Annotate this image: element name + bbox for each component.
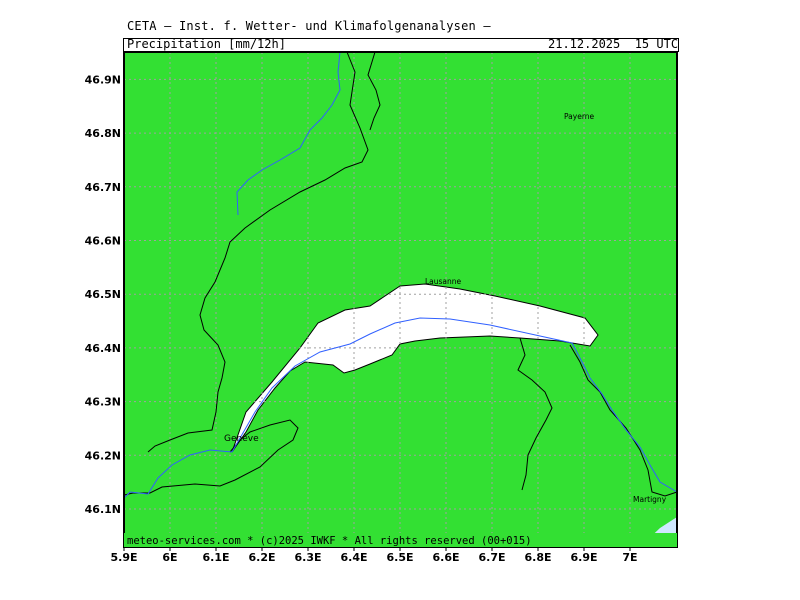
latitude-axis: 46.1N 46.2N 46.3N 46.4N 46.5N 46.6N 46.7N 46.8N… (85, 73, 121, 516)
city-label-geneve: Genève (224, 433, 259, 444)
city-label-payerne: Payerne (564, 112, 595, 121)
lon-tick-label: 6.4E (340, 551, 367, 564)
lat-tick-label: 46.9N (85, 73, 121, 86)
lon-tick-label: 6.1E (202, 551, 229, 564)
lon-tick-label: 6E (162, 551, 177, 564)
country-borders (123, 51, 678, 497)
longitude-axis: 5.9E 6E 6.1E 6.2E 6.3E 6.4E 6.5E 6.6E 6.7E 6.8E 6.… (110, 547, 638, 564)
footer-bar (124, 533, 677, 547)
lon-tick-label: 7E (622, 551, 637, 564)
lat-tick-label: 46.4N (85, 342, 121, 355)
lat-tick-label: 46.5N (85, 288, 121, 301)
institute-header: CETA — Inst. f. Wetter- und Klimafolgena… (127, 19, 491, 33)
lon-tick-label: 6.5E (386, 551, 413, 564)
lon-tick-label: 6.8E (524, 551, 551, 564)
lat-tick-label: 46.7N (85, 181, 121, 194)
city-label-martigny: Martigny (633, 495, 667, 504)
lon-tick-label: 6.6E (432, 551, 459, 564)
parameter-label: Precipitation [mm/12h] (127, 37, 286, 51)
lat-tick-label: 46.8N (85, 127, 121, 140)
lon-tick-label: 6.9E (570, 551, 597, 564)
lat-tick-label: 46.1N (85, 503, 121, 516)
lon-tick-label: 6.7E (478, 551, 505, 564)
lat-tick-label: 46.3N (85, 396, 121, 409)
rivers (123, 51, 678, 499)
lat-tick-label: 46.2N (85, 449, 121, 462)
title-bar (123, 38, 679, 52)
city-label-lausanne: Lausanne (425, 277, 462, 286)
lon-tick-label: 6.2E (248, 551, 275, 564)
lat-lon-grid (124, 52, 677, 547)
lat-tick-label: 46.6N (85, 235, 121, 248)
lake-geneva (231, 283, 599, 453)
lon-tick-label: 5.9E (110, 551, 137, 564)
valid-time: 21.12.2025 15 UTC (548, 37, 679, 51)
lon-tick-label: 6.3E (294, 551, 321, 564)
copyright-footer: meteo-services.com * (c)2025 IWKF * All … (127, 535, 532, 547)
